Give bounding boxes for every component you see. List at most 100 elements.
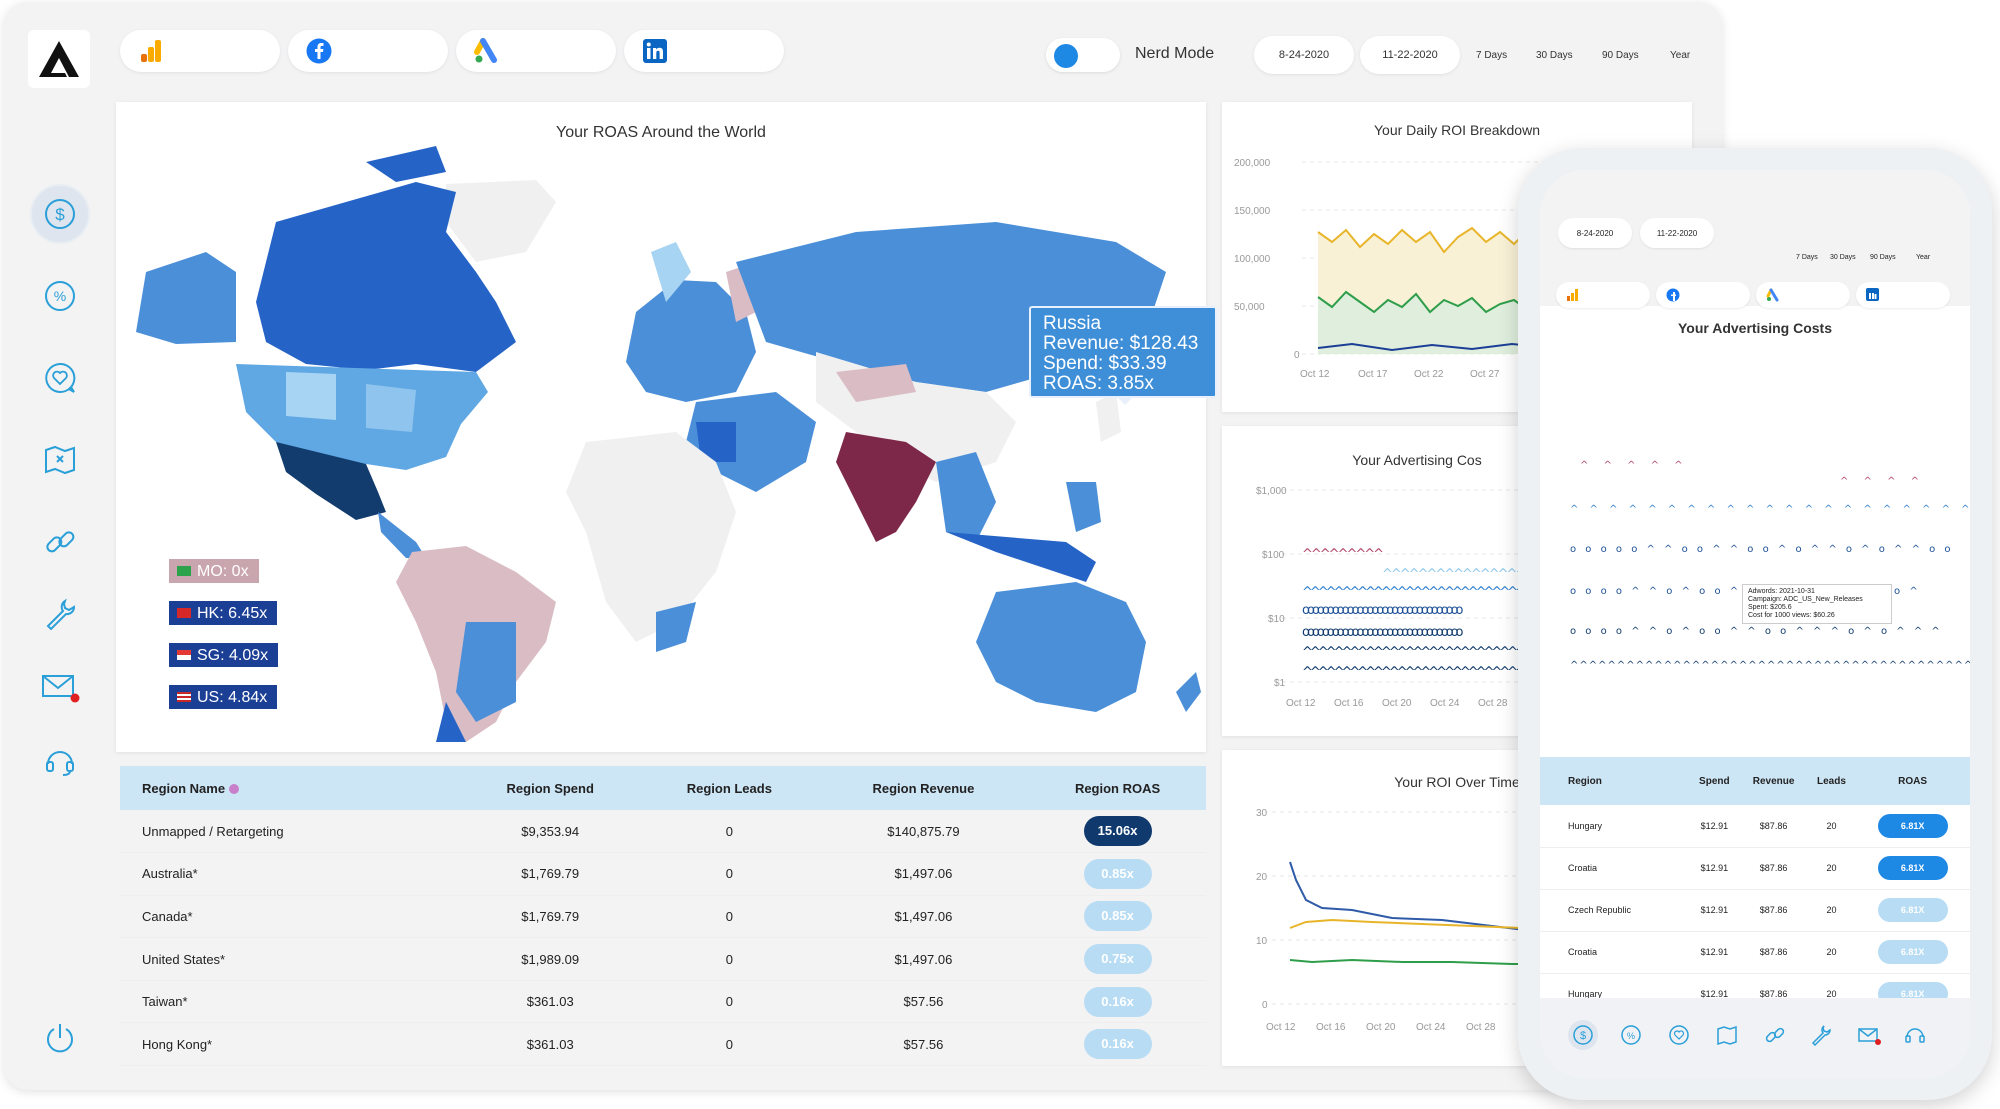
phone-google-analytics-pill[interactable]	[1556, 282, 1650, 308]
nerd-mode-toggle[interactable]	[1046, 38, 1120, 72]
series-line	[1289, 861, 1563, 941]
facebook-source-pill[interactable]	[288, 30, 448, 72]
map-icon[interactable]	[32, 432, 88, 488]
google-ads-source-pill[interactable]	[456, 30, 616, 72]
start-date-picker[interactable]: 8-24-2020	[1254, 36, 1354, 74]
phone-end-date[interactable]: 11-22-2020	[1640, 218, 1714, 248]
y-tick: 0	[1262, 1000, 1268, 1011]
col-spend[interactable]: Spend	[1689, 757, 1740, 805]
region-spend: $361.03	[459, 1022, 641, 1067]
wrench-icon[interactable]	[32, 586, 88, 642]
linkedin-icon	[1866, 288, 1879, 301]
table-row[interactable]: Canada* $1,769.79 0 $1,497.06 0.85x	[120, 895, 1206, 939]
cost-markers: ^^^^^^^^^ ^^^^^^^^^^^^^^^^^^^^ ^^^^^^^^^…	[1302, 547, 1563, 680]
region-name: Czech Republic	[1540, 889, 1690, 932]
col-region-spend[interactable]: Region Spend	[459, 766, 641, 810]
map-badge-us: US: 4.84x	[168, 684, 279, 710]
y-tick: 50,000	[1234, 302, 1265, 313]
region-name: Croatia	[1540, 931, 1690, 974]
table-row[interactable]: Croatia $12.91 $87.86 20 6.81X	[1540, 847, 1970, 890]
y-tick: $1	[1274, 678, 1286, 689]
toggle-knob	[1054, 44, 1078, 68]
world-map[interactable]	[116, 102, 1206, 752]
table-row[interactable]: United States* $1,989.09 0 $1,497.06 0.75x	[120, 937, 1206, 981]
region-name: United States*	[120, 937, 460, 981]
phone-linkedin-pill[interactable]	[1856, 282, 1950, 308]
table-row[interactable]: Taiwan* $361.03 0 $57.56 0.16x	[120, 980, 1206, 1024]
phone-range-7[interactable]: 7 Days	[1796, 254, 1818, 261]
ad-costs-title: Your Advertising Cos	[1352, 452, 1482, 468]
phone-range-30[interactable]: 30 Days	[1830, 254, 1856, 261]
col-region[interactable]: Region	[1540, 757, 1690, 805]
series-line	[1289, 958, 1562, 965]
y-tick: $1,000	[1256, 486, 1287, 497]
region-spend: $12.91	[1689, 931, 1740, 974]
phone-google-ads-pill[interactable]	[1756, 282, 1850, 308]
heart-chat-icon[interactable]	[32, 350, 88, 406]
series-line	[1289, 918, 1563, 933]
tooltip-line: Campaign: ADC_US_New_Releases	[1748, 596, 1863, 603]
range-7-days[interactable]: 7 Days	[1476, 50, 1508, 61]
link-icon[interactable]	[32, 514, 88, 570]
range-30-days[interactable]: 30 Days	[1536, 50, 1573, 61]
table-row[interactable]: Unmapped / Retargeting $9,353.94 0 $140,875…	[120, 810, 1206, 854]
table-row[interactable]: Hong Kong* $361.03 0 $57.56 0.16x	[120, 1022, 1206, 1067]
col-revenue[interactable]: Revenue	[1739, 757, 1808, 805]
tooltip-line: Adwords: 2021-10-31	[1748, 588, 1815, 595]
range-90-days[interactable]: 90 Days	[1602, 50, 1639, 61]
mail-icon[interactable]	[32, 658, 88, 714]
roi-over-time-chart[interactable]: 30 20 10 0 Oct 12 Oct 16 Oct 20 Oct 24 O…	[1222, 750, 1692, 1066]
dashboard-window: $ % Nerd Mode 8-24-2020 11-22-2020 7 Day…	[4, 2, 1722, 1090]
table-row[interactable]: Australia* $1,769.79 0 $1,497.06 0.85x	[120, 852, 1206, 896]
x-tick: Oct 24	[1430, 698, 1460, 709]
wrench-icon[interactable]	[1806, 1020, 1836, 1050]
svg-text:^^^^^^^^^^^^^^^^^^^^^^^^^^^^^^: ^^^^^^^^^^^^^^^^^^^^^^^^^^^^^^^^^^^^^^^^…	[1570, 660, 1970, 671]
linkedin-source-pill[interactable]	[624, 30, 784, 72]
google-analytics-icon	[1567, 289, 1578, 301]
phone-start-date[interactable]: 8-24-2020	[1558, 218, 1632, 248]
col-roas[interactable]: ROAS	[1855, 757, 1970, 805]
range-year[interactable]: Year	[1670, 50, 1691, 61]
col-region-name[interactable]: Region Name	[120, 766, 460, 810]
tooltip-country: Russia	[1043, 313, 1102, 334]
tooltip-line: Cost for 1000 views: $60.26	[1748, 612, 1835, 619]
x-tick: Oct 28	[1478, 698, 1508, 709]
table-row[interactable]: Czech Republic $12.91 $87.86 20 6.81X	[1540, 889, 1970, 932]
map-badge-hk: HK: 6.45x	[168, 600, 279, 626]
power-icon[interactable]	[32, 1010, 88, 1066]
svg-text:^ ^ ^ ^ ^: ^ ^ ^ ^ ^	[1580, 460, 1689, 471]
link-icon[interactable]	[1760, 1020, 1790, 1050]
map-tooltip: Russia Revenue: $128.43 Spend: $33.39 RO…	[1029, 306, 1217, 405]
end-date-picker[interactable]: 11-22-2020	[1360, 36, 1460, 74]
table-row[interactable]: Croatia $12.91 $87.86 20 6.81X	[1540, 931, 1970, 974]
col-region-revenue[interactable]: Region Revenue	[817, 766, 1030, 810]
badge-label: US: 4.84x	[197, 689, 268, 706]
phone-facebook-pill[interactable]	[1656, 282, 1750, 308]
map-icon[interactable]	[1712, 1020, 1742, 1050]
phone-advertising-costs-chart[interactable]: ^ ^ ^ ^ ^ ^ ^ ^ ^ ^ ^ ^ ^ ^ ^ ^ ^ ^ ^ ^ …	[1540, 388, 1970, 748]
heart-chat-icon[interactable]	[1664, 1020, 1694, 1050]
col-region-roas[interactable]: Region ROAS	[1029, 766, 1206, 810]
phone-range-90[interactable]: 90 Days	[1870, 254, 1896, 261]
google-analytics-icon	[141, 40, 161, 62]
region-leads: 0	[640, 810, 818, 854]
table-row[interactable]: Hungary $12.91 $87.86 20 6.81X	[1540, 805, 1970, 848]
dollar-icon[interactable]: $	[1568, 1020, 1598, 1050]
phone-cost-markers: ^ ^ ^ ^ ^ ^ ^ ^ ^ ^ ^ ^ ^ ^ ^ ^ ^ ^ ^ ^ …	[1570, 460, 1970, 671]
percent-icon[interactable]: %	[32, 268, 88, 324]
google-analytics-source-pill[interactable]	[120, 30, 280, 72]
headset-icon[interactable]	[1900, 1020, 1930, 1050]
roi-breakdown-chart[interactable]: 200,000 150,000 100,000 50,000 0 Oct 12 …	[1222, 102, 1692, 412]
app-logo[interactable]	[28, 30, 90, 88]
advertising-costs-chart[interactable]: $1,000 $100 $10 $1 ^^^^^^^^^ ^^^^^^^^^^^…	[1222, 426, 1692, 736]
phone-range-year[interactable]: Year	[1916, 254, 1931, 261]
mail-icon[interactable]	[1854, 1020, 1884, 1050]
percent-icon[interactable]: %	[1616, 1020, 1646, 1050]
roas-map-card: Your ROAS Around the World	[116, 102, 1217, 752]
col-region-leads[interactable]: Region Leads	[640, 766, 818, 810]
headset-icon[interactable]	[32, 732, 88, 788]
svg-text:$: $	[1580, 1030, 1586, 1042]
dollar-icon[interactable]: $	[32, 186, 88, 242]
phone-mockup: 8-24-2020 11-22-2020 7 Days 30 Days 90 D…	[1518, 148, 1992, 1100]
col-leads[interactable]: Leads	[1807, 757, 1856, 805]
